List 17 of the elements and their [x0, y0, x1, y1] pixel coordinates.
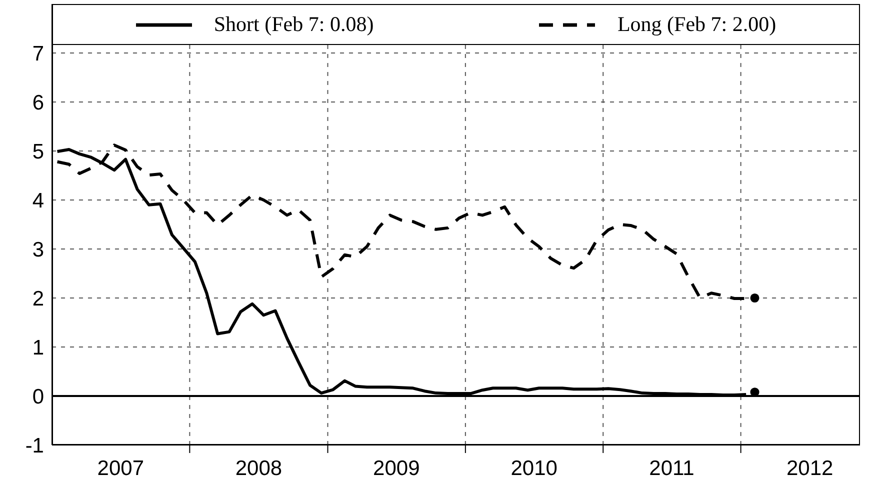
- y-tick-label: -1: [25, 434, 44, 458]
- y-tick-label: 1: [32, 336, 44, 360]
- x-tick-label: 2007: [97, 457, 144, 480]
- x-tick-label: 2009: [373, 457, 420, 480]
- x-tick-label: 2012: [786, 457, 834, 480]
- x-tick-label: 2008: [235, 457, 282, 480]
- legend-label: Long (Feb 7: 2.00): [617, 12, 776, 37]
- x-tick-label: 2011: [649, 457, 694, 480]
- y-tick-label: 2: [32, 287, 44, 310]
- x-tick-label: 2010: [510, 457, 558, 480]
- y-tick-label: 7: [32, 42, 44, 66]
- y-tick-label: 0: [32, 385, 44, 408]
- y-tick-label: 5: [32, 140, 44, 164]
- y-tick-label: 4: [32, 189, 44, 212]
- y-tick-label: 3: [32, 238, 44, 262]
- y-tick-label: 6: [32, 91, 44, 114]
- legend-label: Short (Feb 7: 0.08): [214, 12, 374, 37]
